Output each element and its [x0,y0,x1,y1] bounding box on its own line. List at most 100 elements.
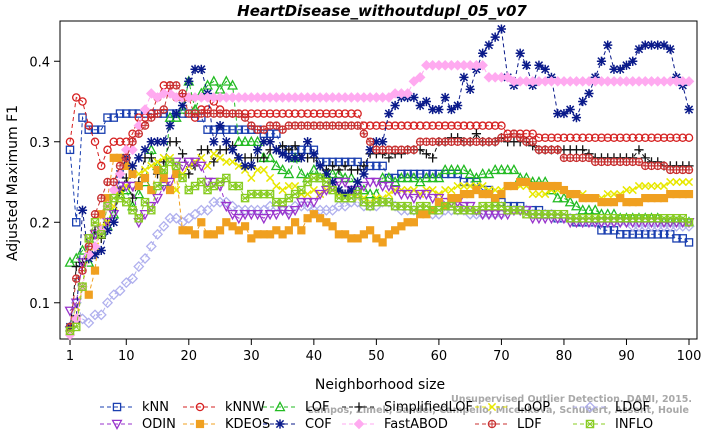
legend-marker-knnw [195,402,205,412]
data-point-inflo [684,218,694,227]
data-point-odin [414,189,426,201]
data-point-inflo [128,205,137,215]
data-point-ldof [189,208,201,220]
data-point-lof [420,172,432,183]
data-point-loop [153,157,162,167]
data-point-cof [296,153,306,163]
data-point-cof [559,108,569,119]
data-point-cof [252,145,263,155]
data-point-odin [258,213,270,225]
plot-frame [59,20,698,340]
data-point-knnw [434,121,444,130]
data-point-knnw [390,121,400,130]
data-point-loop [541,189,550,199]
x-axis-label: Neighborhood size [315,377,445,393]
data-point-cof [259,137,269,147]
data-point-ldf [122,153,131,163]
data-point-ldf [409,145,419,155]
data-point-inflo [178,173,187,183]
data-point-cof [596,56,607,66]
data-point-knnw [659,133,669,142]
data-point-cof [359,169,369,179]
data-point-knnw [415,121,425,130]
data-point-simplifiedlof [202,145,213,155]
data-point-ldof [158,220,170,232]
data-point-simplifiedlof [284,145,294,155]
data-point-lof [452,163,464,175]
data-point-fastabod [414,72,426,83]
data-point-loop [659,181,669,191]
legend-item-inflo: INFLO [573,417,653,432]
data-point-knnw [322,109,331,118]
data-point-knnw [534,133,544,142]
data-point-odin [108,209,120,221]
legend-marker-inflo [585,419,595,429]
data-point-ldf [247,121,256,130]
data-point-inflo [328,185,337,195]
legend-label-simplifiedlof: SimplifiedLOF [384,400,473,415]
data-point-ldof [108,289,120,301]
data-point-ldf [503,133,512,142]
data-point-fastabod [139,104,151,115]
data-point-ldof [133,261,145,273]
data-point-loop [453,181,462,191]
data-point-odin [295,197,307,209]
data-point-lof [377,172,389,183]
data-point-knnw [397,121,406,130]
data-point-knnw [497,121,506,130]
data-point-cof [565,104,575,115]
data-point-odin [395,189,407,201]
data-point-lof [395,172,407,183]
data-point-cof [227,145,238,155]
data-point-knnw [428,121,437,130]
data-point-cof [459,72,469,82]
data-point-knnw [115,137,125,147]
data-point-cof [684,104,694,115]
data-point-cof [434,104,444,115]
data-point-ldof [170,212,182,224]
data-point-ldof [83,317,95,329]
legend-marker-lof [274,401,286,412]
data-point-odin [339,177,351,188]
data-point-fastabod [127,144,138,156]
data-point-knnw [78,97,87,106]
data-point-fastabod [408,76,420,87]
data-point-cof [540,64,550,74]
data-point-simplifiedlof [259,153,269,163]
series-cof [65,24,694,332]
data-point-simplifiedlof [146,153,156,163]
data-point-simplifiedlof [171,137,181,147]
data-point-fastabod [164,88,176,99]
data-point-knnw [340,109,350,118]
y-tick-label: 0.1 [29,297,50,312]
data-point-knn [134,109,144,118]
data-point-odin [489,209,501,221]
legend-item-kdeos: KDEOS [183,417,270,432]
data-point-inflo [147,205,156,215]
data-point-odin [195,161,207,172]
data-point-kdeos [134,181,143,191]
legend-item-knn: kNN [100,400,169,415]
data-point-loop [209,149,218,158]
data-point-ldf [259,125,269,134]
data-point-ldof [101,297,114,309]
data-point-knnw [528,129,537,138]
chart-title: HeartDisease_withoutdupl_05_v07 [237,2,527,20]
data-point-lof [589,204,601,215]
data-point-knnw [290,109,300,118]
data-point-loop [259,165,268,175]
y-tick-label: 0.4 [29,55,50,70]
data-point-simplifiedlof [359,161,369,171]
data-point-cof [240,161,250,171]
legend-item-knnw: kNNW [183,400,265,415]
data-point-knnw [297,109,306,118]
data-point-knnw [647,133,656,142]
data-point-knnw [278,109,287,118]
data-point-kdeos [197,218,206,227]
data-point-cof [302,137,313,147]
watermark-line-2: Campos, Zimek, Sander, Campello, Micenko… [307,405,689,416]
data-point-odin [70,298,82,309]
data-point-knnw [665,133,675,142]
data-point-lof [408,172,420,183]
series-line-ldof [69,201,689,328]
